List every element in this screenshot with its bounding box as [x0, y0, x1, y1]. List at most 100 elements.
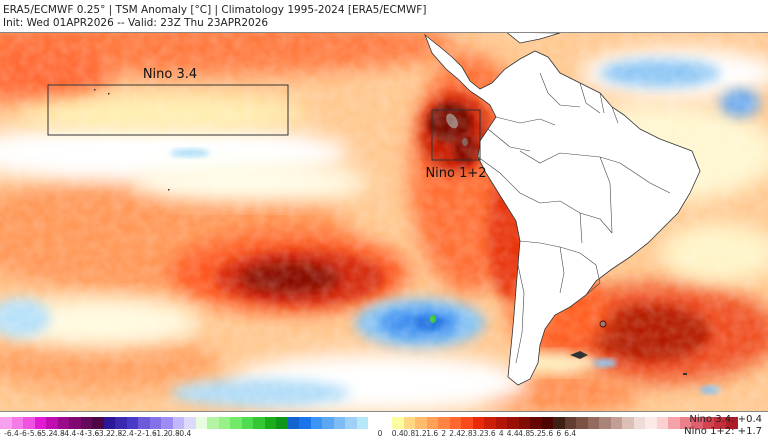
colorbar-tick-label: -3.2: [96, 429, 111, 438]
colorbar-bin: [80, 417, 93, 429]
colorbar-bin: [253, 417, 266, 429]
colorbar-tick-label: -5.6: [27, 429, 42, 438]
colorbar-tick-label: -4.4: [61, 429, 77, 438]
colorbar-bin: [633, 417, 646, 429]
colorbar-bin: [345, 417, 358, 429]
colorbar-bin: [622, 417, 635, 429]
colorbar-tick-label: 2.8: [460, 429, 473, 438]
colorbar: [0, 417, 738, 429]
colorbar-bin-zero: [368, 417, 393, 429]
colorbar-bin: [645, 417, 658, 429]
colorbar-tick-label: 4: [498, 429, 504, 438]
colorbar-bin: [299, 417, 312, 429]
colorbar-bin: [668, 417, 681, 429]
map-title: ERA5/ECMWF 0.25° | TSM Anomaly [°C] | Cl…: [3, 4, 427, 16]
colorbar-bin: [138, 417, 151, 429]
colorbar-bin: [553, 417, 566, 429]
colorbar-bin: [92, 417, 105, 429]
colorbar-tick-label: 0.8: [403, 429, 416, 438]
islands: [94, 89, 687, 375]
colorbar-bin: [564, 417, 577, 429]
colorbar-bin: [691, 417, 704, 429]
nino12-index-value: Nino 1+2: +1.7: [684, 426, 762, 437]
colorbar-tick-label: 5.2: [529, 429, 542, 438]
colorbar-bin: [287, 417, 300, 429]
colorbar-tick-label: -5.2: [38, 429, 54, 438]
colorbar-tick-label: -2.8: [107, 429, 123, 438]
colorbar-tick-label: 2.4: [449, 429, 462, 438]
colorbar-bin: [57, 417, 70, 429]
colorbar-bin: [195, 417, 208, 429]
colorbar-bin: [149, 417, 162, 429]
colorbar-bin: [11, 417, 24, 429]
colorbar-bin: [241, 417, 254, 429]
colorbar-bin: [0, 417, 13, 429]
colorbar-bin: [541, 417, 554, 429]
colorbar-bin: [507, 417, 520, 429]
colorbar-bin: [230, 417, 243, 429]
colorbar-bin: [207, 417, 220, 429]
colorbar-tick-label: 3.6: [483, 429, 496, 438]
colorbar-bin: [587, 417, 600, 429]
nino34-region-box: [47, 84, 289, 136]
sst-anomaly-map: Nino 3.4 Nino 1+2: [0, 32, 768, 412]
colorbar-tick-label: -4: [76, 429, 85, 438]
colorbar-bin: [103, 417, 116, 429]
colorbar-bin: [599, 417, 612, 429]
colorbar-bin: [495, 417, 508, 429]
colorbar-tick-label: -1.2: [153, 429, 169, 438]
nino12-region-box: [431, 109, 481, 161]
colorbar-tick-label: 6: [556, 429, 562, 438]
colorbar-tick-label: -6.4: [4, 429, 19, 438]
colorbar-bin: [449, 417, 462, 429]
colorbar-bin: [310, 417, 323, 429]
colorbar-tick-label: -2.4: [119, 429, 134, 438]
colorbar-bin: [264, 417, 277, 429]
colorbar-bin: [23, 417, 36, 429]
colorbar-bin: [46, 417, 59, 429]
colorbar-tick-label: -0.4: [176, 429, 192, 438]
colorbar-tick-label: 1.6: [426, 429, 439, 438]
colorbar-tick-label: -6: [19, 429, 27, 438]
colorbar-tick-label: 1.2: [414, 429, 427, 438]
colorbar-tick-label: 4.8: [518, 429, 531, 438]
nino34-index-value: Nino 3.4: +0.4: [689, 414, 762, 425]
colorbar-tick-label: -1.6: [142, 429, 157, 438]
colorbar-bin: [530, 417, 543, 429]
colorbar-bin: [461, 417, 474, 429]
colorbar-bin: [438, 417, 451, 429]
colorbar-tick-label: 5.6: [541, 429, 554, 438]
init-valid-time: Init: Wed 01APR2026 -- Valid: 23Z Thu 23…: [3, 17, 269, 29]
colorbar-bin: [702, 417, 715, 429]
colorbar-bin: [184, 417, 197, 429]
colorbar-bin: [392, 417, 405, 429]
nino12-region-label: Nino 1+2: [425, 166, 486, 181]
colorbar-tick-labels: -6.4 -6 -5.6 -5.2 -4.8 -4.4 -4 -3.6 -3.2 -2.8 -2.4…: [0, 429, 700, 441]
colorbar-bin: [679, 417, 692, 429]
colorbar-tick-label: -4.8: [50, 429, 65, 438]
colorbar-tick-label: -2: [134, 429, 142, 438]
country-borders: [477, 72, 671, 364]
colorbar-bin: [356, 417, 369, 429]
colorbar-tick-label: -0.8: [165, 429, 180, 438]
colorbar-bin: [403, 417, 416, 429]
nino34-region-label: Nino 3.4: [143, 67, 197, 82]
colorbar-bin: [518, 417, 531, 429]
colorbar-bin: [725, 417, 738, 429]
colorbar-bin: [484, 417, 497, 429]
colorbar-bin: [610, 417, 623, 429]
colorbar-bin: [333, 417, 346, 429]
colorbar-bin: [172, 417, 185, 429]
colorbar-bin: [426, 417, 439, 429]
land-south-america: [424, 33, 701, 386]
colorbar-bin: [69, 417, 82, 429]
colorbar-bin: [656, 417, 669, 429]
colorbar-tick-label: -3.6: [84, 429, 100, 438]
colorbar-bin: [322, 417, 335, 429]
colorbar-tick-label: 0: [377, 429, 383, 438]
colorbar-bin: [415, 417, 428, 429]
colorbar-bin: [34, 417, 47, 429]
colorbar-bin: [576, 417, 589, 429]
colorbar-tick-label: 4.4: [506, 429, 519, 438]
colorbar-bin: [218, 417, 231, 429]
